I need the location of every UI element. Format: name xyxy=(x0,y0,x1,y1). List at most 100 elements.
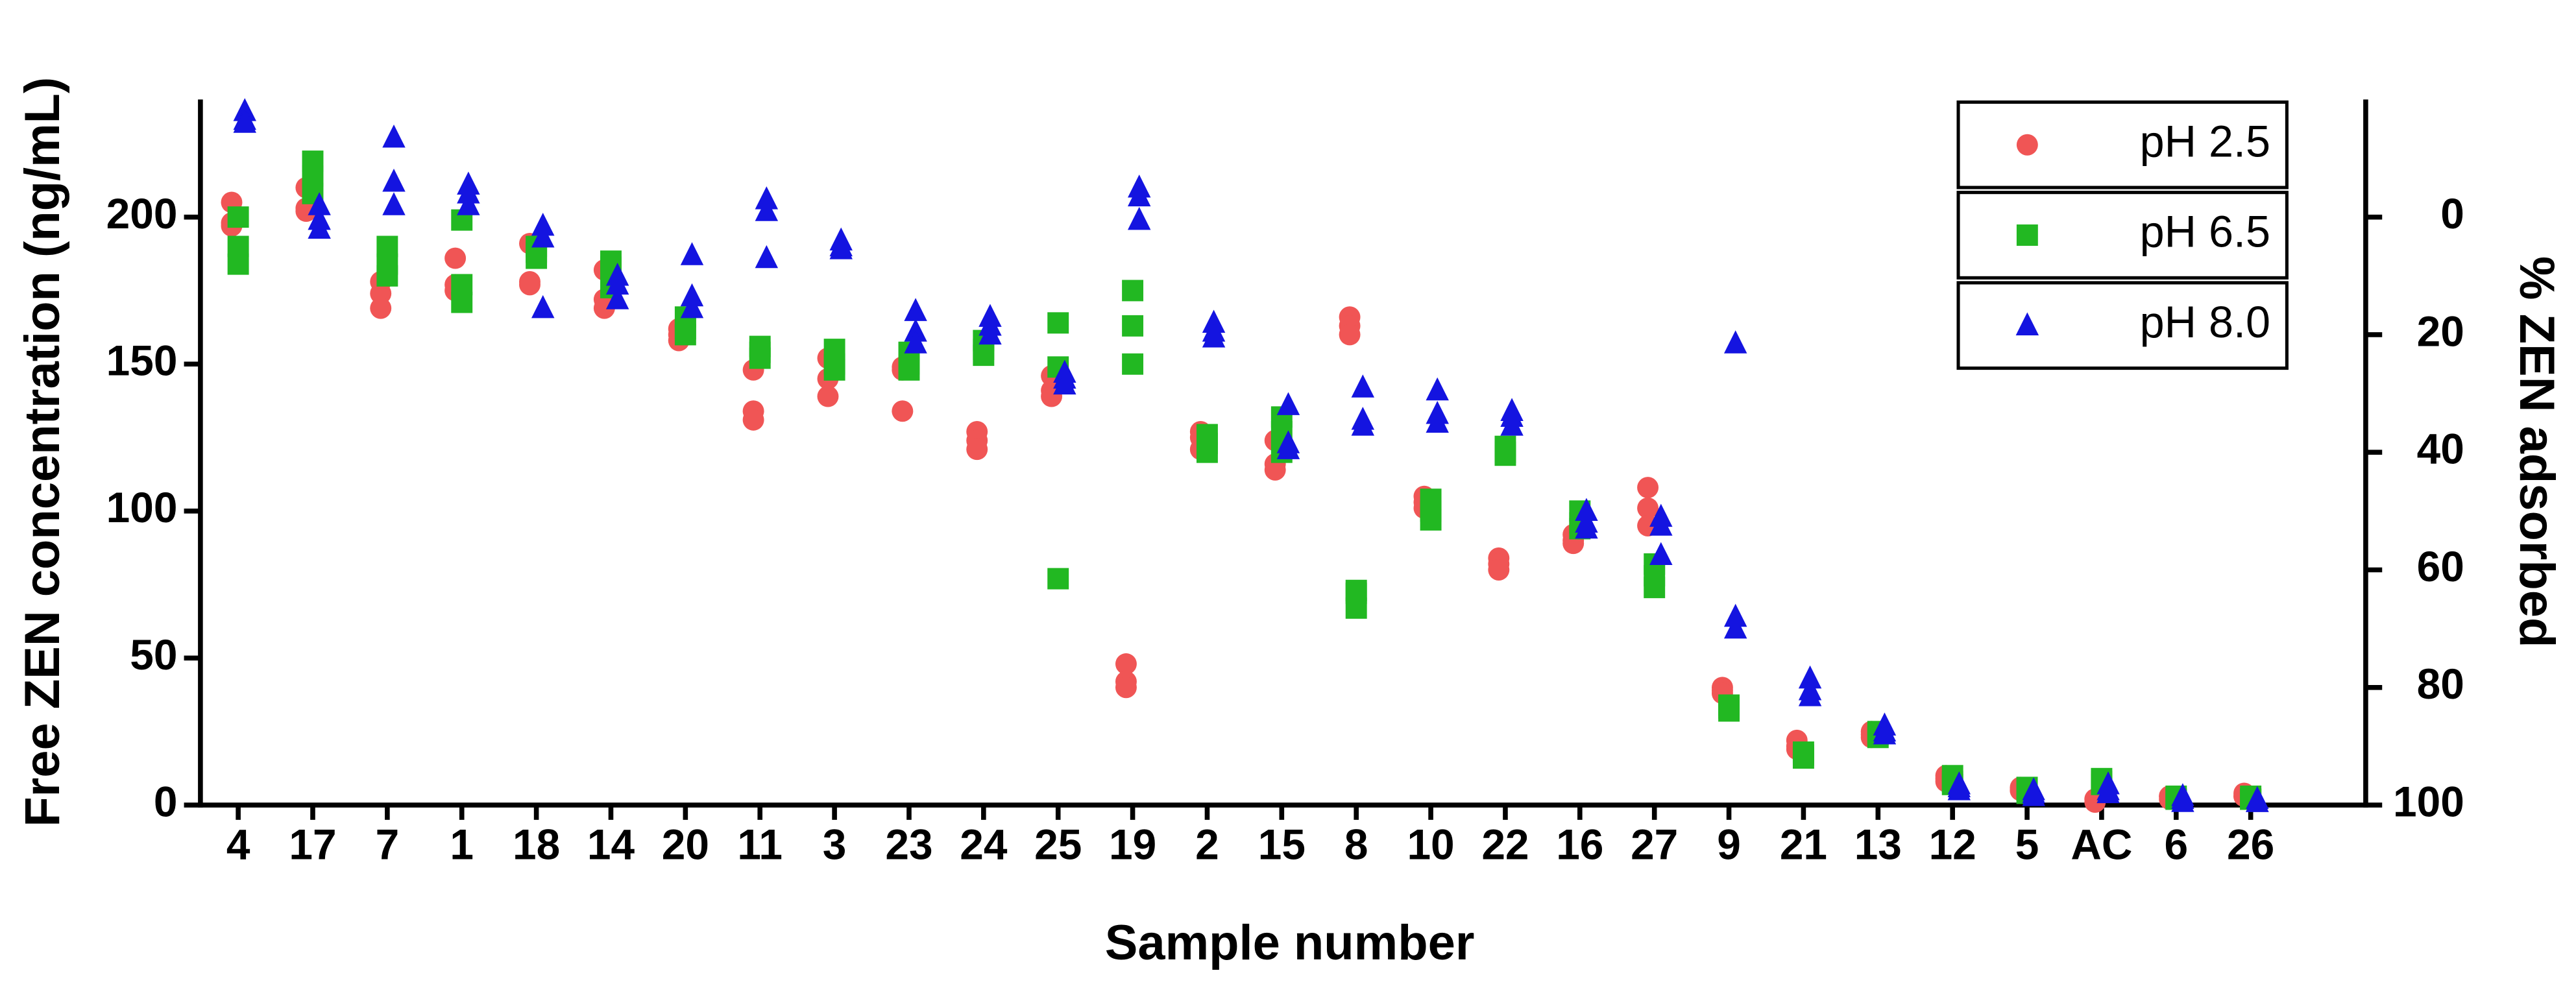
data-point xyxy=(1351,413,1375,436)
legend-box xyxy=(1956,281,2289,370)
y-tick-label: 50 xyxy=(130,631,177,679)
data-point xyxy=(227,253,249,275)
data-point xyxy=(823,359,845,381)
x-tick-label: 5 xyxy=(2015,820,2039,868)
x-tick-label: 18 xyxy=(513,820,560,868)
x-tick-label: 9 xyxy=(1717,820,1741,868)
data-point xyxy=(1351,374,1375,398)
data-point xyxy=(742,409,764,431)
data-point xyxy=(978,321,1002,345)
data-point xyxy=(674,324,696,346)
data-point xyxy=(680,242,704,265)
legend-marker xyxy=(2016,224,2038,246)
data-point xyxy=(531,224,555,248)
data-point xyxy=(1115,653,1137,675)
data-point xyxy=(1420,509,1442,531)
data-point xyxy=(1196,441,1218,463)
y-tick-label: 150 xyxy=(106,337,178,385)
data-point xyxy=(1798,683,1822,706)
data-point xyxy=(451,291,473,313)
x-tick-label: 11 xyxy=(737,820,783,868)
data-point xyxy=(1345,597,1367,619)
x-tick-label: 12 xyxy=(1929,820,1976,868)
data-point xyxy=(2171,789,2194,812)
data-point xyxy=(1122,280,1144,302)
data-point xyxy=(1575,515,1598,539)
data-point xyxy=(1644,577,1666,599)
data-point xyxy=(1202,324,1226,348)
data-point xyxy=(904,330,927,354)
data-point xyxy=(973,344,995,367)
data-point xyxy=(2096,780,2120,804)
data-point xyxy=(1500,413,1524,436)
data-point xyxy=(531,212,555,236)
data-point xyxy=(1339,324,1361,346)
data-point xyxy=(749,347,771,369)
x-tick-label: 20 xyxy=(662,820,709,868)
data-point xyxy=(370,297,392,319)
data-point xyxy=(1723,330,1747,354)
x-tick-label: 15 xyxy=(1258,820,1306,868)
data-point xyxy=(1047,312,1069,334)
legend-box xyxy=(1956,191,2289,280)
x-tick-label: 3 xyxy=(823,820,847,868)
data-point xyxy=(605,271,629,295)
y2-tick-label: 0 xyxy=(2440,189,2464,237)
data-point xyxy=(966,439,988,461)
x-tick-label: 4 xyxy=(226,820,250,868)
data-point xyxy=(531,295,555,319)
data-point xyxy=(605,286,629,309)
data-point xyxy=(227,206,249,228)
data-point xyxy=(680,295,704,319)
data-point xyxy=(1127,183,1151,207)
x-tick-label: AC xyxy=(2071,820,2132,868)
data-point xyxy=(1494,444,1516,466)
data-point xyxy=(755,198,779,221)
x-tick-label: 22 xyxy=(1481,820,1529,868)
data-point xyxy=(1575,498,1598,522)
data-point xyxy=(382,192,406,215)
data-point xyxy=(755,245,779,269)
y-tick-label: 200 xyxy=(106,189,178,237)
x-tick-label: 26 xyxy=(2227,820,2274,868)
y2-axis-label: % ZEN adsorbed xyxy=(2509,256,2564,647)
data-point xyxy=(680,283,704,307)
legend-label: pH 2.5 xyxy=(2140,117,2270,166)
data-point xyxy=(1649,542,1673,566)
data-point xyxy=(1947,777,1971,800)
data-point xyxy=(1127,206,1151,230)
x-axis-label: Sample number xyxy=(1105,915,1475,970)
data-point xyxy=(308,215,331,239)
data-point xyxy=(1798,665,1822,689)
data-point xyxy=(1276,436,1300,459)
x-tick-label: 2 xyxy=(1195,820,1219,868)
data-point xyxy=(1276,392,1300,415)
data-point xyxy=(1426,409,1449,433)
legend-marker xyxy=(2015,312,2039,335)
data-point xyxy=(2246,789,2269,812)
data-point xyxy=(370,283,392,304)
data-point xyxy=(1723,603,1747,627)
legend-box xyxy=(1956,100,2289,189)
data-point xyxy=(1115,677,1137,699)
x-tick-label: 21 xyxy=(1780,820,1827,868)
data-point xyxy=(233,110,256,133)
x-tick-label: 1 xyxy=(450,820,474,868)
x-tick-label: 16 xyxy=(1556,820,1603,868)
data-point xyxy=(1047,568,1069,590)
y2-tick-label: 40 xyxy=(2417,425,2464,473)
y2-tick-label: 60 xyxy=(2417,542,2464,590)
data-point xyxy=(892,400,914,422)
y-tick-label: 100 xyxy=(106,483,178,531)
data-point xyxy=(457,180,480,204)
x-tick-label: 25 xyxy=(1034,820,1082,868)
data-point xyxy=(382,125,406,148)
data-point xyxy=(526,247,548,269)
y-axis-label: Free ZEN concentration (ng/mL) xyxy=(15,77,70,827)
x-tick-label: 17 xyxy=(289,820,336,868)
x-tick-label: 10 xyxy=(1407,820,1454,868)
x-tick-label: 27 xyxy=(1631,820,1678,868)
data-point xyxy=(376,265,398,287)
data-point xyxy=(1792,747,1814,769)
